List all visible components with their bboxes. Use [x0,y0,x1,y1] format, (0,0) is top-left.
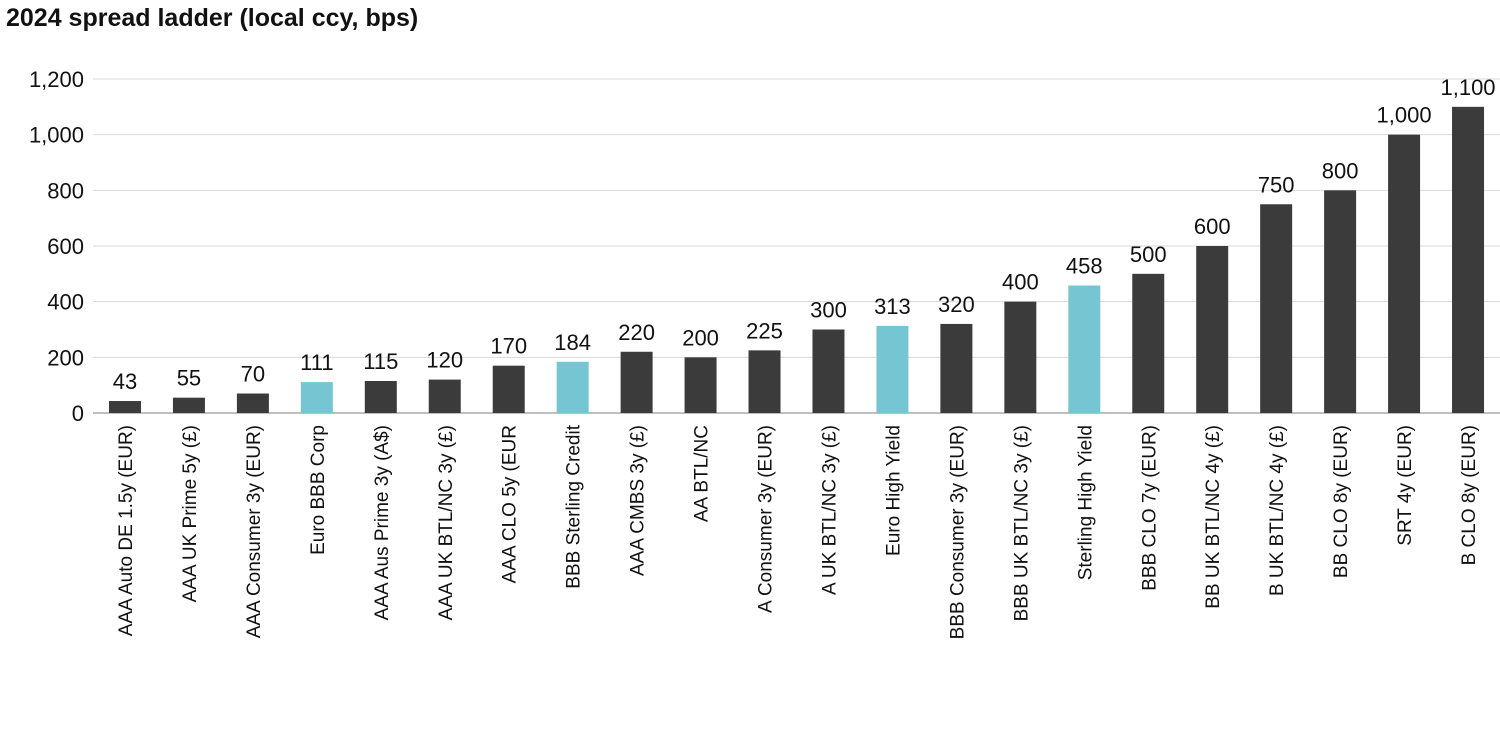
bar [1452,106,1485,413]
y-tick-label: 0 [72,401,84,426]
y-tick-label: 1,000 [29,123,84,148]
bar [876,325,909,413]
x-tick-label: A UK BTL/NC 3y (£) [819,425,840,595]
bar [748,350,781,413]
x-tick-label: AAA UK Prime 5y (£) [180,425,201,602]
x-tick-label: Euro BBB Corp [308,425,329,555]
data-label: 111 [300,350,333,375]
x-tick-label: Euro High Yield [883,425,904,556]
x-tick-label: AAA Aus Prime 3y (A$) [372,425,393,620]
x-tick-label: AA BTL/NC [692,425,713,522]
x-tick-label: B UK BTL/NC 4y (£) [1267,425,1288,596]
y-tick-label: 800 [47,178,84,203]
data-label: 115 [363,349,398,374]
bar [300,382,333,413]
data-label: 55 [177,366,201,391]
x-tick-label: B CLO 8y (EUR) [1459,425,1480,565]
bar [812,329,845,413]
x-tick-label: BBB Consumer 3y (EUR) [947,425,968,639]
data-label: 313 [874,294,911,319]
bar [364,380,397,413]
bar [620,351,653,413]
y-tick-label: 600 [47,234,84,259]
data-label: 200 [682,325,719,350]
x-tick-label: Sterling High Yield [1075,425,1096,580]
x-tick-label: A Consumer 3y (EUR) [756,425,777,613]
data-label: 170 [490,334,527,359]
bar [1132,273,1165,413]
x-tick-label: AAA UK BTL/NC 3y (£) [436,425,457,620]
y-tick-label: 1,200 [29,67,84,92]
y-tick-label: 400 [47,290,84,315]
chart-title: 2024 spread ladder (local ccy, bps) [6,4,419,32]
data-label: 600 [1194,214,1231,239]
x-tick-label: AAA CLO 5y (EUR [500,425,521,583]
bar [556,361,589,413]
bar [1196,246,1229,413]
data-label: 220 [618,320,655,345]
data-label: 1,000 [1377,103,1432,128]
bar [1260,204,1293,413]
x-tick-label: AAA Auto DE 1.5y (EUR) [116,425,137,636]
data-label: 120 [426,348,463,373]
data-label: 750 [1258,172,1295,197]
bar [1068,285,1101,413]
x-tick-label: BBB CLO 7y (EUR) [1139,425,1160,591]
data-label: 320 [938,292,975,317]
bar [940,323,973,413]
bar [684,357,717,413]
data-label: 458 [1066,254,1103,279]
bar [172,397,205,413]
data-label: 43 [113,369,137,394]
data-label: 800 [1322,158,1359,183]
data-label: 1,100 [1440,75,1495,100]
bar [108,401,141,413]
x-tick-label: BBB Sterling Credit [564,424,585,588]
x-tick-label: SRT 4y (EUR) [1395,425,1416,546]
bar [236,393,269,413]
bar [428,379,461,413]
data-label: 400 [1002,270,1039,295]
data-label: 500 [1130,242,1167,267]
data-label: 225 [746,318,783,343]
x-tick-label: AAA Consumer 3y (EUR) [244,425,265,638]
x-tick-label: AAA CMBS 3y (£) [628,425,649,576]
bar [492,365,525,413]
x-tick-label: BB CLO 8y (EUR) [1331,425,1352,578]
data-label: 300 [810,298,847,323]
bar [1388,134,1421,413]
y-tick-label: 200 [47,345,84,370]
x-tick-label: BBB UK BTL/NC 3y (£) [1011,425,1032,621]
data-label: 70 [241,362,265,387]
bar [1004,301,1037,413]
bar [1324,190,1357,413]
data-label: 184 [554,330,591,355]
x-tick-label: BB UK BTL/NC 4y (£) [1203,425,1224,609]
